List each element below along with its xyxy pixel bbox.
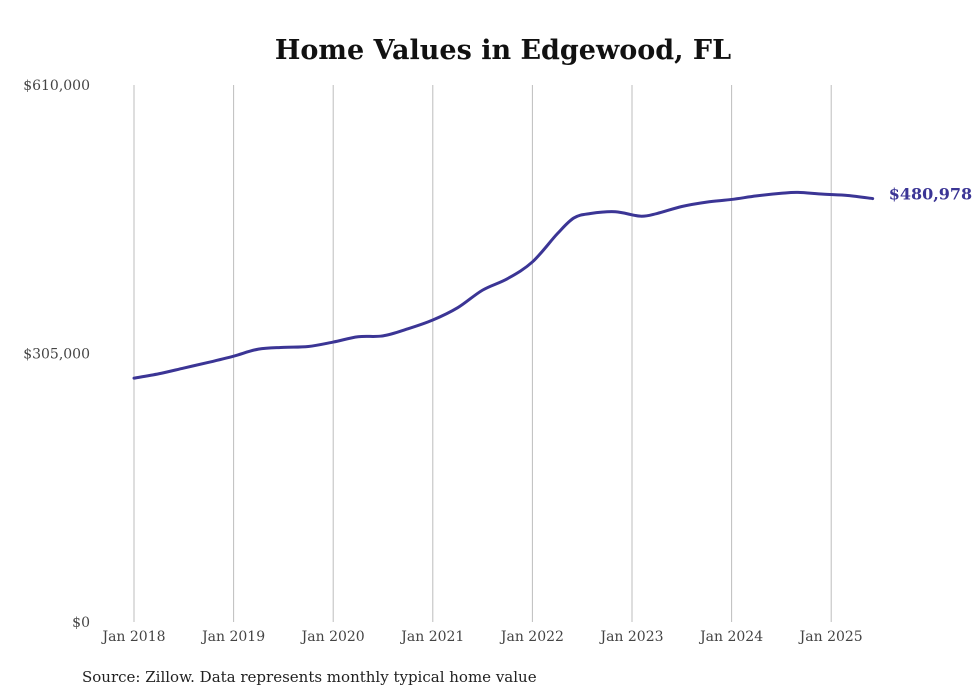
x-tick-label: Jan 2022 [499,629,564,645]
chart-title: Home Values in Edgewood, FL [275,35,731,66]
x-tick-label: Jan 2018 [100,629,165,645]
x-tick-label: Jan 2023 [598,629,663,645]
end-value-label: $480,978 [889,185,973,204]
x-tick-label: Jan 2020 [300,629,365,645]
source-note: Source: Zillow. Data represents monthly … [82,668,537,686]
y-tick-label: $610,000 [23,78,90,94]
x-tick-label: Jan 2025 [798,629,863,645]
x-tick-label: Jan 2024 [698,629,763,645]
x-tick-label: Jan 2021 [399,629,464,645]
y-tick-label: $0 [72,615,90,631]
series-line [132,190,875,380]
x-tick-label: Jan 2019 [200,629,265,645]
y-tick-label: $305,000 [23,347,90,363]
